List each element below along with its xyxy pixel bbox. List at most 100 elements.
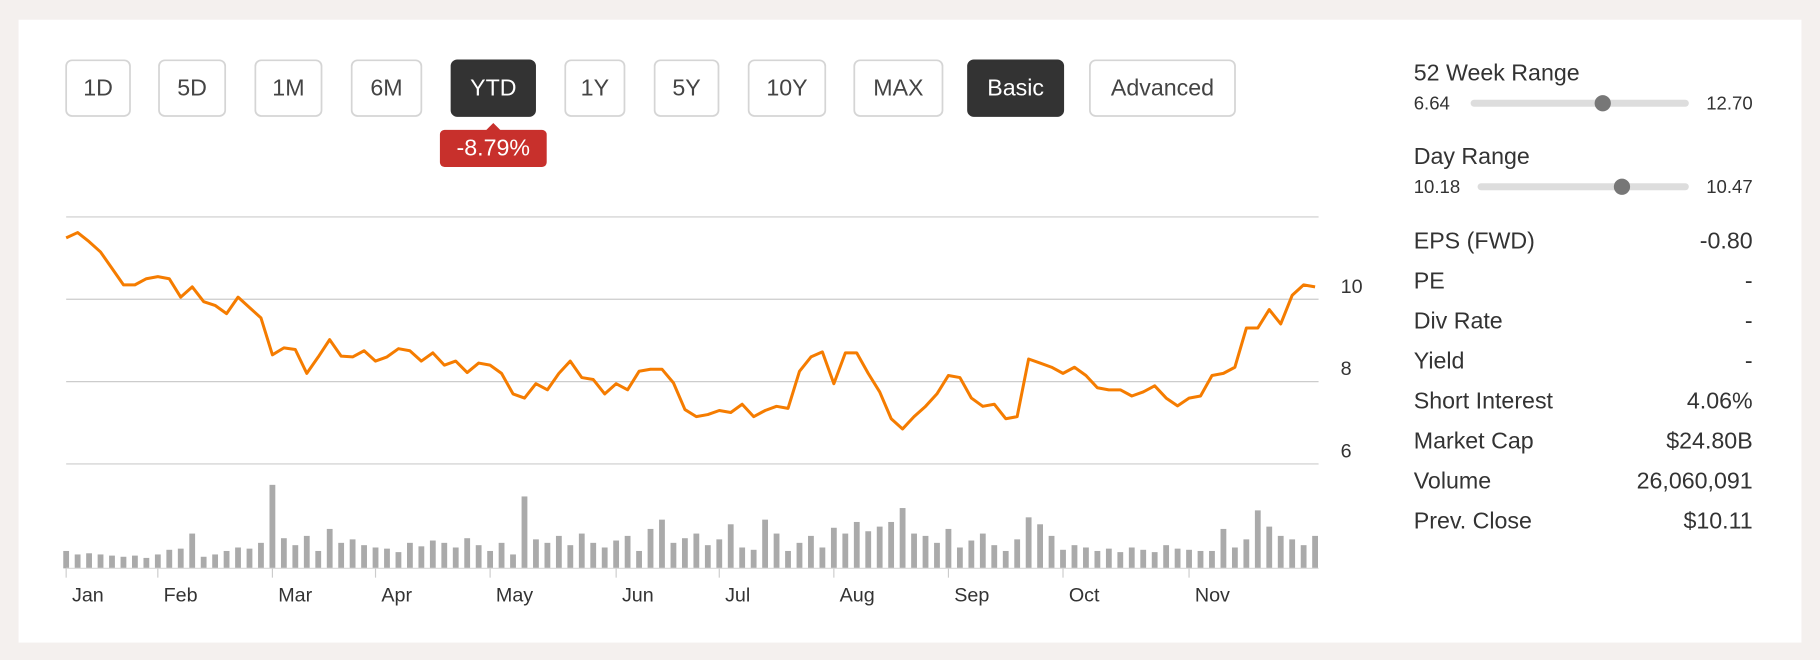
x-tick-label: Nov	[1195, 584, 1230, 606]
volume-bar	[1277, 535, 1284, 569]
volume-bar	[166, 549, 173, 569]
range-button[interactable]	[967, 59, 1065, 117]
y-tick-label: 6	[1341, 441, 1352, 463]
volume-bar	[578, 533, 585, 569]
stat-value: 4.06%	[1687, 388, 1753, 414]
button-label[interactable]: 5D	[177, 74, 207, 100]
volume-bar	[292, 545, 299, 569]
volume-bar	[636, 550, 642, 569]
volume-bar	[727, 524, 734, 569]
volume-bar	[567, 545, 574, 569]
volume-bar	[498, 542, 505, 569]
range-knob	[1594, 95, 1611, 112]
button-label[interactable]: Basic	[987, 74, 1044, 100]
volume-bar	[1220, 528, 1227, 569]
range-button[interactable]	[564, 59, 626, 117]
stat-label: Yield	[1414, 348, 1465, 374]
volume-bar	[1083, 547, 1089, 569]
button-label[interactable]: YTD	[470, 74, 516, 100]
x-tick-label: Aug	[840, 584, 875, 606]
range-button[interactable]	[653, 59, 720, 117]
range-button[interactable]	[1089, 59, 1236, 117]
card	[18, 19, 1802, 643]
volume-bar	[739, 547, 746, 569]
x-tick-label: Feb	[164, 584, 198, 606]
stat-value: -	[1745, 348, 1753, 374]
volume-bar	[785, 550, 791, 569]
volume-bar	[1243, 539, 1250, 569]
x-tick-label: Apr	[381, 584, 412, 606]
change-badge	[439, 129, 547, 168]
badge-arrow	[485, 122, 502, 132]
range-button[interactable]	[853, 59, 944, 117]
range-button[interactable]	[450, 59, 536, 117]
range-button[interactable]	[65, 59, 131, 117]
y-tick-label: 10	[1341, 276, 1363, 298]
volume-bar	[888, 521, 895, 569]
volume-bar	[1025, 517, 1032, 569]
stat-label: Volume	[1414, 468, 1491, 494]
button-label[interactable]: 5Y	[672, 74, 700, 100]
volume-bar	[853, 521, 860, 569]
volume-bar	[670, 542, 677, 569]
volume-bar	[1117, 552, 1124, 569]
stat-label: Prev. Close	[1414, 508, 1532, 534]
volume-bar	[372, 547, 379, 569]
volume-bar	[681, 538, 688, 569]
range-button[interactable]	[254, 59, 323, 117]
range-button[interactable]	[350, 59, 423, 117]
volume-bar	[956, 547, 963, 569]
volume-bar	[922, 535, 929, 569]
volume-bar	[109, 555, 115, 569]
volume-bar	[1140, 549, 1147, 569]
x-tick-label: May	[496, 584, 533, 606]
volume-bar	[590, 542, 597, 569]
button-label[interactable]: MAX	[873, 74, 923, 100]
volume-bar	[86, 553, 92, 569]
volume-bar	[407, 542, 413, 569]
volume-bar	[177, 548, 184, 569]
volume-bar	[384, 548, 390, 569]
volume-bar	[338, 542, 345, 569]
volume-bar	[991, 545, 998, 569]
volume-bar	[979, 533, 986, 569]
volume-bar	[659, 519, 665, 569]
stat-label: EPS (FWD)	[1414, 228, 1535, 254]
volume-bar	[475, 545, 482, 569]
volume-bar	[63, 550, 70, 569]
volume-bar	[1094, 550, 1101, 569]
volume-bar	[429, 540, 436, 569]
volume-bar	[326, 528, 333, 569]
volume-bar	[1151, 552, 1158, 569]
volume-bar	[521, 496, 528, 569]
stat-value: 26,060,091	[1637, 468, 1753, 494]
volume-bar	[258, 542, 264, 569]
button-label[interactable]: 10Y	[766, 74, 807, 100]
button-label[interactable]: 6M	[370, 74, 402, 100]
stat-value: -0.80	[1700, 228, 1753, 254]
volume-bar	[911, 533, 917, 569]
volume-bar	[773, 533, 780, 569]
volume-bar	[693, 533, 700, 569]
volume-bar	[842, 533, 849, 569]
volume-bar	[361, 545, 367, 569]
volume-bar	[1186, 549, 1192, 569]
range-button[interactable]	[158, 59, 227, 117]
volume-bar	[1014, 539, 1021, 569]
button-label[interactable]: 1M	[272, 74, 304, 100]
volume-bar	[212, 554, 219, 569]
range-low: 10.18	[1414, 176, 1460, 197]
stat-label: Short Interest	[1414, 388, 1554, 414]
range-button[interactable]	[747, 59, 827, 117]
stat-label: PE	[1414, 268, 1445, 294]
button-label[interactable]: Advanced	[1111, 74, 1214, 100]
range-label: Day Range	[1414, 143, 1530, 169]
volume-bar	[418, 546, 425, 569]
stat-value: -	[1745, 308, 1753, 334]
volume-bar	[1209, 550, 1215, 569]
button-label[interactable]: 1Y	[581, 74, 609, 100]
volume-bar	[1060, 549, 1066, 569]
button-label[interactable]: 1D	[83, 74, 113, 100]
volume-bar	[1231, 547, 1238, 569]
